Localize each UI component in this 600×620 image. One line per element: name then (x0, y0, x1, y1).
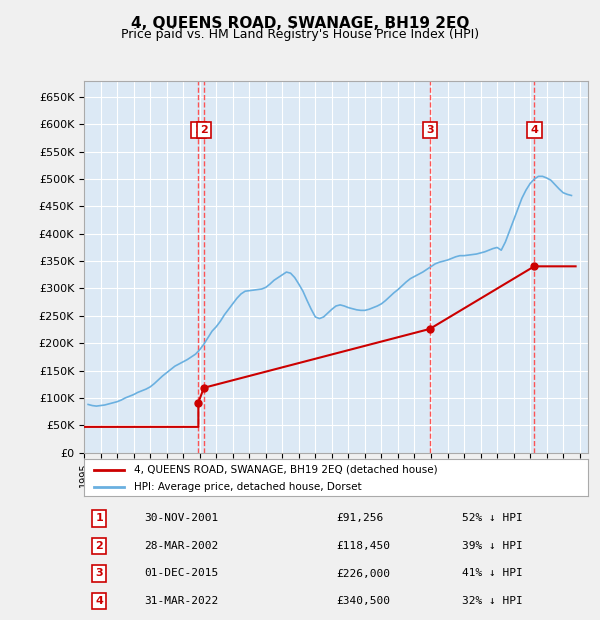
Text: 4: 4 (530, 125, 538, 135)
Text: 1: 1 (194, 125, 202, 135)
Text: £118,450: £118,450 (336, 541, 390, 551)
Text: £340,500: £340,500 (336, 596, 390, 606)
Text: 4, QUEENS ROAD, SWANAGE, BH19 2EQ (detached house): 4, QUEENS ROAD, SWANAGE, BH19 2EQ (detac… (134, 465, 438, 475)
Text: 52% ↓ HPI: 52% ↓ HPI (462, 513, 523, 523)
Text: 2: 2 (95, 541, 103, 551)
Text: 4: 4 (95, 596, 103, 606)
Text: Price paid vs. HM Land Registry's House Price Index (HPI): Price paid vs. HM Land Registry's House … (121, 28, 479, 41)
Text: 32% ↓ HPI: 32% ↓ HPI (462, 596, 523, 606)
Text: £226,000: £226,000 (336, 569, 390, 578)
Text: 41% ↓ HPI: 41% ↓ HPI (462, 569, 523, 578)
Text: 28-MAR-2002: 28-MAR-2002 (145, 541, 219, 551)
Text: 30-NOV-2001: 30-NOV-2001 (145, 513, 219, 523)
Text: 39% ↓ HPI: 39% ↓ HPI (462, 541, 523, 551)
Text: 2: 2 (200, 125, 208, 135)
Text: 01-DEC-2015: 01-DEC-2015 (145, 569, 219, 578)
Text: 3: 3 (426, 125, 434, 135)
Text: £91,256: £91,256 (336, 513, 383, 523)
Text: 3: 3 (95, 569, 103, 578)
Text: 1: 1 (95, 513, 103, 523)
Text: 31-MAR-2022: 31-MAR-2022 (145, 596, 219, 606)
Text: HPI: Average price, detached house, Dorset: HPI: Average price, detached house, Dors… (134, 482, 362, 492)
Text: 4, QUEENS ROAD, SWANAGE, BH19 2EQ: 4, QUEENS ROAD, SWANAGE, BH19 2EQ (131, 16, 469, 30)
